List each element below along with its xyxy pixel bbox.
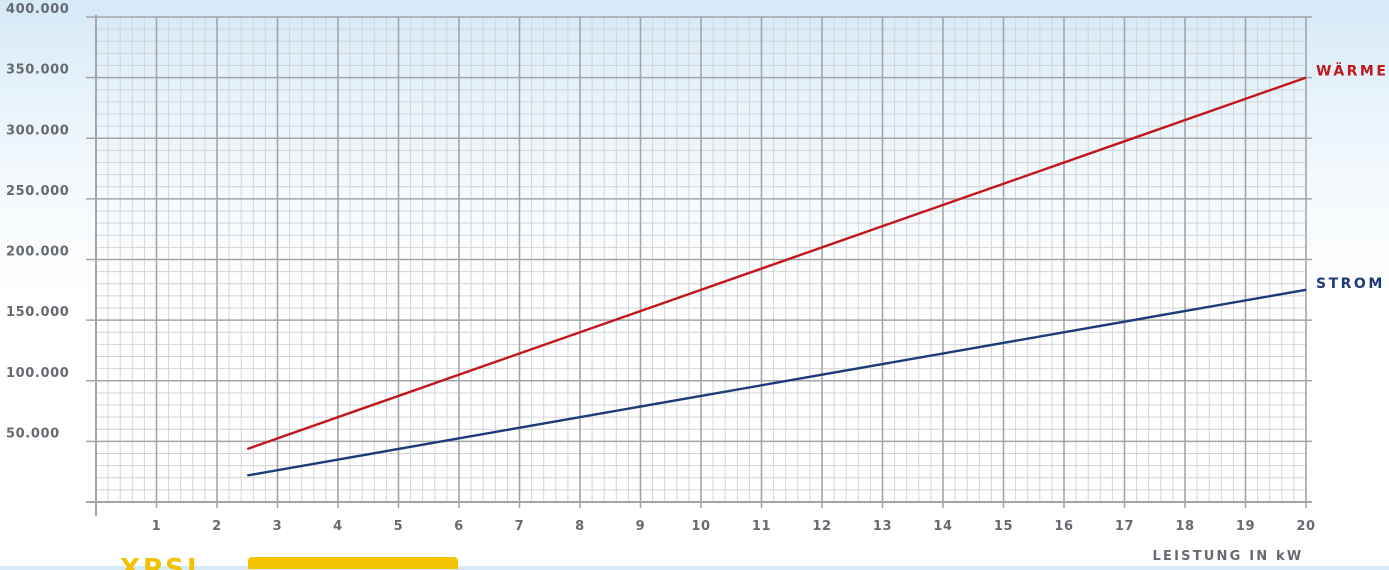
x-tick-label: 2 [212,519,222,534]
x-tick-label: 14 [933,519,952,534]
series-line [247,288,1307,477]
x-axis-title: LEISTUNG IN kW [1153,549,1304,564]
x-tick-label: 5 [394,519,404,534]
x-tick-label: 9 [636,519,646,534]
y-tick-label: 150.000 [6,305,69,320]
y-tick-label: 250.000 [6,184,69,199]
series-label: STROM [1316,276,1385,292]
y-tick-label: 50.000 [6,426,60,441]
series-label: WÄRME [1316,63,1388,80]
x-tick-label: 10 [691,519,710,534]
series-line [246,76,1307,451]
y-tick-label: 300.000 [6,123,69,138]
x-tick-label: 18 [1175,519,1194,534]
x-tick-label: 19 [1236,519,1255,534]
x-tick-label: 17 [1115,519,1134,534]
x-tick-label: 7 [515,519,525,534]
logo: XPSL [120,556,225,570]
y-tick-label: 100.000 [6,366,69,381]
x-tick-label: 1 [152,519,162,534]
x-tick-label: 6 [454,519,464,534]
x-tick-label: 3 [273,519,283,534]
x-tick-label: 16 [1054,519,1073,534]
x-tick-label: 13 [873,519,892,534]
y-tick-label: 350.000 [6,63,69,78]
labels: 1 2 3 4 5 6 7 8 9 10 11 12 13 14 15 16 17 18 19 2050.000100… [6,2,1388,534]
x-tick-label: 12 [812,519,831,534]
grid-major [86,16,1312,508]
y-tick-label: 200.000 [6,245,69,260]
y-tick-label: 400.000 [6,2,69,17]
x-tick-label: 15 [994,519,1013,534]
x-tick-label: 20 [1296,519,1315,534]
x-tick-label: 11 [752,519,771,534]
x-tick-label: 8 [575,519,585,534]
series-lines [246,76,1307,477]
axes [86,15,1312,516]
x-tick-label: 4 [333,519,343,534]
logo-banner [248,557,458,569]
